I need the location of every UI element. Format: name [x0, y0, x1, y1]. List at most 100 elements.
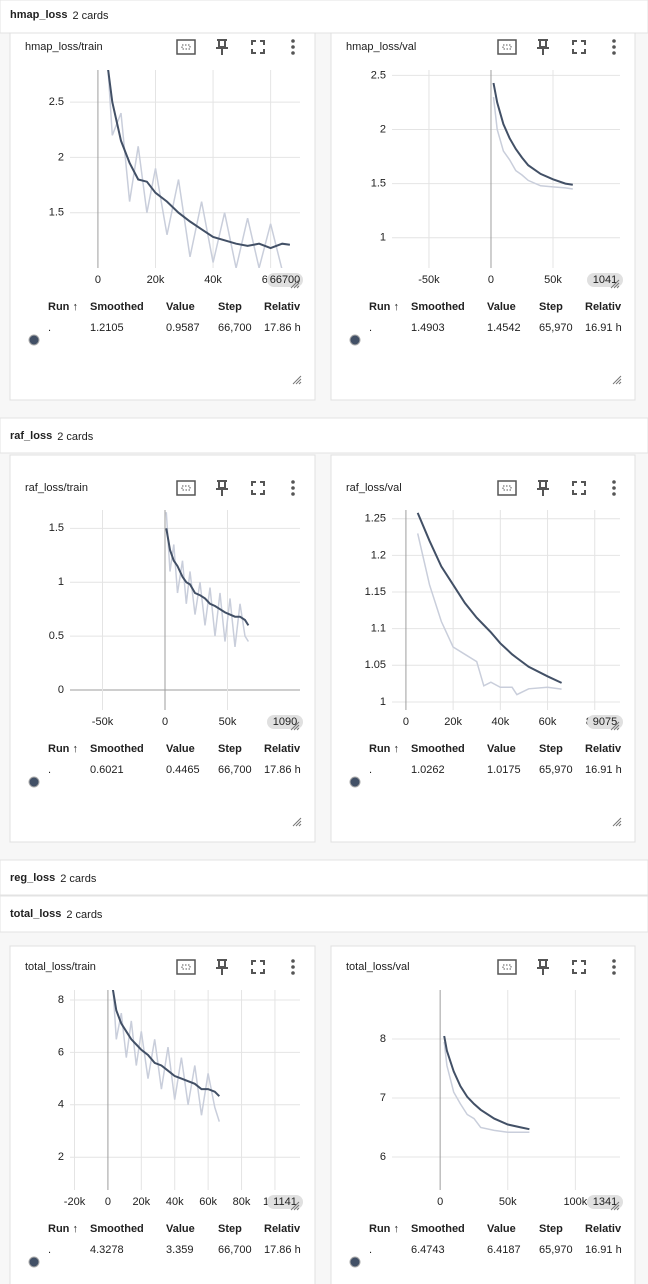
resize-handle[interactable] [292, 817, 302, 827]
fit-domain-button[interactable] [176, 959, 196, 975]
icon [612, 965, 616, 969]
table-header: Relativ [585, 301, 622, 313]
card-title: raf_loss/val [346, 482, 402, 494]
step-badge-label: 9075 [593, 716, 617, 728]
card [9, 32, 316, 401]
series-line [443, 1041, 530, 1133]
more-button[interactable] [612, 959, 616, 975]
step-badge-label: 1341 [593, 1196, 617, 1208]
x-tick-label: 0 [437, 1196, 443, 1208]
x-tick-label: 40k [166, 1196, 184, 1208]
icon [290, 279, 300, 289]
x-tick-label: -50k [92, 716, 114, 728]
icon [612, 817, 622, 827]
y-tick-label: 1.15 [365, 586, 386, 598]
fullscreen-button[interactable] [572, 960, 586, 974]
card-title: raf_loss/train [25, 482, 88, 494]
x-tick-label: 0 [162, 716, 168, 728]
table-cell: 6.4187 [487, 1244, 521, 1256]
icon [251, 960, 265, 974]
x-tick-label: -50k [418, 274, 440, 286]
resize-handle[interactable] [610, 279, 620, 289]
fit-domain-button[interactable] [176, 39, 196, 55]
pin-button[interactable] [537, 959, 549, 975]
card-toolbar [176, 39, 295, 55]
pin-button[interactable] [537, 480, 549, 496]
fit-domain-button[interactable] [497, 959, 517, 975]
more-button[interactable] [291, 480, 295, 496]
icon [497, 480, 517, 496]
card-toolbar [176, 959, 295, 975]
fullscreen-button[interactable] [251, 481, 265, 495]
plot: 11.051.11.151.21.25020k40k60k80k [365, 510, 620, 728]
step-badge-label: 66700 [270, 274, 301, 286]
pin-button[interactable] [537, 39, 549, 55]
card-toolbar [497, 39, 616, 55]
section-header [0, 417, 648, 454]
resize-handle[interactable] [610, 1201, 620, 1211]
run-color-dot [28, 776, 40, 788]
pin-button[interactable] [216, 39, 228, 55]
y-tick-label: 2.5 [371, 69, 386, 81]
resize-handle[interactable] [292, 375, 302, 385]
pin-button[interactable] [216, 480, 228, 496]
icon [612, 959, 616, 963]
table-header: Value [166, 743, 195, 755]
table-cell: . [369, 322, 372, 334]
y-tick-label: 1 [380, 696, 386, 708]
fit-domain-button[interactable] [176, 480, 196, 496]
icon [502, 44, 512, 50]
x-tick-label: 40k [491, 716, 509, 728]
table-cell: . [48, 1244, 51, 1256]
card-count: 2 cards [57, 431, 94, 443]
card-count: 2 cards [72, 10, 109, 22]
table-cell: 16.91 h [585, 322, 622, 334]
resize-handle[interactable] [290, 279, 300, 289]
icon [612, 486, 616, 490]
fit-domain-button[interactable] [497, 480, 517, 496]
pin-button[interactable] [216, 959, 228, 975]
table-cell: . [369, 764, 372, 776]
fullscreen-button[interactable] [251, 960, 265, 974]
table-header: Step [218, 743, 242, 755]
x-tick-label: 0 [95, 274, 101, 286]
section-header [0, 895, 648, 933]
icon [537, 39, 549, 55]
y-tick-label: 2.5 [49, 96, 64, 108]
more-button[interactable] [612, 39, 616, 55]
resize-handle[interactable] [610, 721, 620, 731]
more-button[interactable] [291, 39, 295, 55]
fit-domain-button[interactable] [497, 39, 517, 55]
resize-handle[interactable] [290, 1201, 300, 1211]
y-tick-label: 1.5 [49, 207, 64, 219]
x-tick-label: 40k [204, 274, 222, 286]
icon [612, 480, 616, 484]
fullscreen-button[interactable] [572, 40, 586, 54]
icon [612, 39, 616, 43]
resize-handle[interactable] [290, 721, 300, 731]
plot: 6 7 8 0 50k 100k [380, 990, 620, 1208]
table-header: Run ↑ [369, 301, 399, 313]
table-cell: 0.4465 [166, 764, 200, 776]
table-header: Run ↑ [369, 1223, 399, 1235]
y-tick-label: 0 [58, 684, 64, 696]
table-header: Relativ [264, 1223, 301, 1235]
more-button[interactable] [291, 959, 295, 975]
step-badge-label: 1090 [273, 716, 297, 728]
table-header: Step [539, 1223, 563, 1235]
card [330, 32, 636, 401]
more-button[interactable] [612, 480, 616, 496]
y-tick-label: 6 [58, 1046, 64, 1058]
table-cell: 17.86 h [264, 1244, 301, 1256]
table-header: Smoothed [411, 301, 465, 313]
table-cell: 17.86 h [264, 322, 301, 334]
card-title: hmap_loss/train [25, 41, 103, 53]
icon [181, 485, 191, 491]
fullscreen-button[interactable] [251, 40, 265, 54]
resize-handle[interactable] [612, 817, 622, 827]
table-header: Smoothed [411, 743, 465, 755]
table-cell: 6.4743 [411, 1244, 445, 1256]
resize-handle[interactable] [612, 375, 622, 385]
fullscreen-button[interactable] [572, 481, 586, 495]
table-cell: 65,970 [539, 322, 573, 334]
